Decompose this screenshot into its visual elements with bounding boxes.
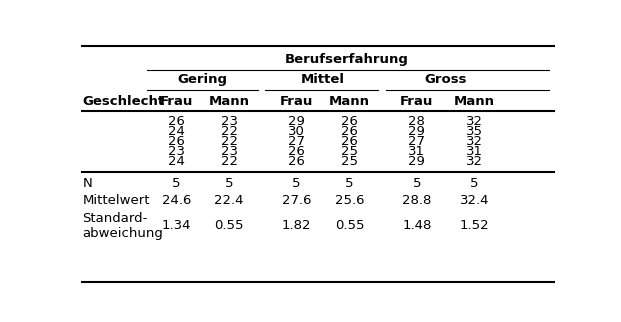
Text: 29: 29 [288, 115, 305, 128]
Text: Mann: Mann [209, 95, 250, 109]
Text: 5: 5 [292, 177, 301, 190]
Text: 26: 26 [168, 135, 184, 148]
Text: Mann: Mann [329, 95, 370, 109]
Text: 0.55: 0.55 [335, 219, 365, 232]
Text: 28.8: 28.8 [402, 194, 432, 207]
Text: 31: 31 [466, 145, 483, 158]
Text: 22.4: 22.4 [214, 194, 244, 207]
Text: 32: 32 [466, 155, 483, 168]
Text: 31: 31 [409, 145, 425, 158]
Text: 24: 24 [168, 155, 184, 168]
Text: Frau: Frau [280, 95, 313, 109]
Text: 26: 26 [341, 115, 358, 128]
Text: 1.82: 1.82 [282, 219, 311, 232]
Text: 22: 22 [220, 135, 238, 148]
Text: 1.48: 1.48 [402, 219, 432, 232]
Text: 25.6: 25.6 [335, 194, 365, 207]
Text: 27: 27 [288, 135, 305, 148]
Text: Mann: Mann [454, 95, 495, 109]
Text: 26: 26 [288, 145, 305, 158]
Text: 22: 22 [220, 125, 238, 138]
Text: 1.34: 1.34 [161, 219, 191, 232]
Text: Frau: Frau [160, 95, 193, 109]
Text: Berufserfahrung: Berufserfahrung [285, 53, 409, 66]
Text: 29: 29 [409, 155, 425, 168]
Text: 25: 25 [341, 145, 358, 158]
Text: 5: 5 [225, 177, 233, 190]
Text: Mittel: Mittel [301, 73, 345, 86]
Text: 26: 26 [168, 115, 184, 128]
Text: 27: 27 [409, 135, 425, 148]
Text: 5: 5 [413, 177, 421, 190]
Text: 35: 35 [466, 125, 483, 138]
Text: 27.6: 27.6 [282, 194, 311, 207]
Text: 26: 26 [341, 125, 358, 138]
Text: 25: 25 [341, 155, 358, 168]
Text: 5: 5 [345, 177, 354, 190]
Text: 32: 32 [466, 135, 483, 148]
Text: 23: 23 [220, 115, 238, 128]
Text: Mittelwert: Mittelwert [83, 194, 150, 207]
Text: 0.55: 0.55 [214, 219, 244, 232]
Text: Geschlecht: Geschlecht [83, 95, 165, 109]
Text: 26: 26 [341, 135, 358, 148]
Text: 24: 24 [168, 125, 184, 138]
Text: 5: 5 [471, 177, 479, 190]
Text: 32.4: 32.4 [460, 194, 489, 207]
Text: 23: 23 [220, 145, 238, 158]
Text: 1.52: 1.52 [460, 219, 489, 232]
Text: 5: 5 [172, 177, 181, 190]
Text: Frau: Frau [401, 95, 433, 109]
Text: Standard-
abweichung: Standard- abweichung [83, 212, 163, 240]
Text: 26: 26 [288, 155, 305, 168]
Text: 30: 30 [288, 125, 305, 138]
Text: Gross: Gross [425, 73, 467, 86]
Text: 24.6: 24.6 [161, 194, 191, 207]
Text: Gering: Gering [178, 73, 228, 86]
Text: 29: 29 [409, 125, 425, 138]
Text: 32: 32 [466, 115, 483, 128]
Text: 23: 23 [168, 145, 185, 158]
Text: 22: 22 [220, 155, 238, 168]
Text: N: N [83, 177, 92, 190]
Text: 28: 28 [409, 115, 425, 128]
